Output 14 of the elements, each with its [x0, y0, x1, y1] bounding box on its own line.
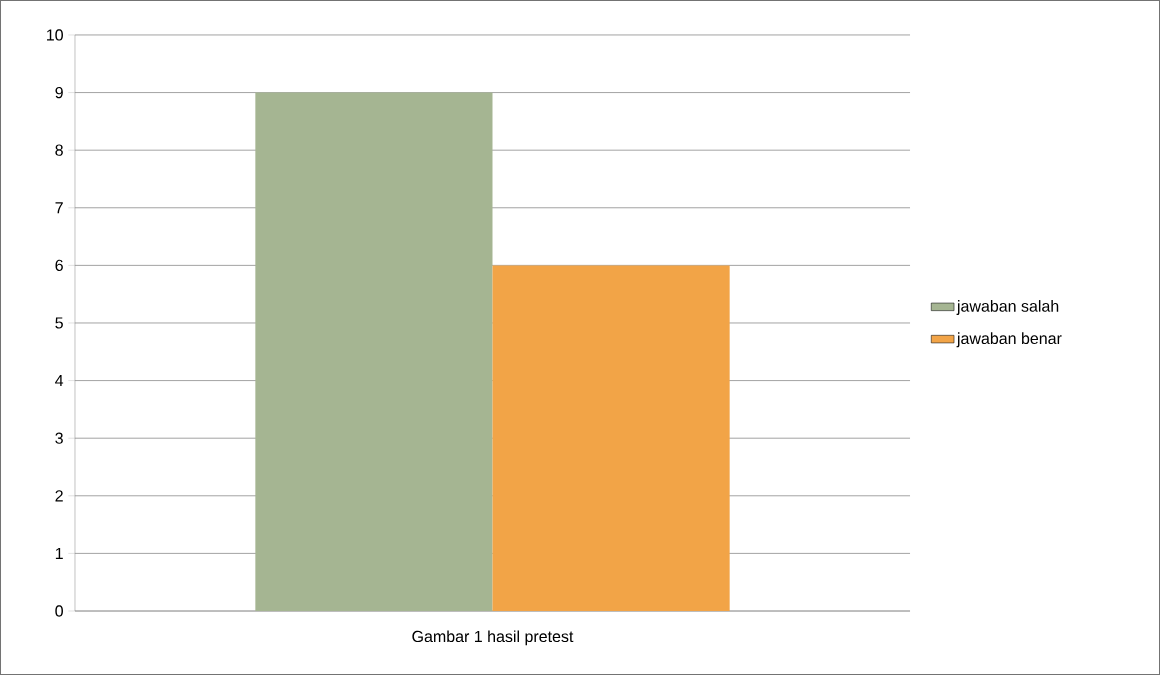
legend-label: jawaban salah [956, 300, 1059, 315]
y-tick-label: 10 [47, 29, 63, 41]
x-tick-label: Gambar 1 hasil pretest [412, 630, 574, 646]
y-tick-label: 9 [55, 86, 63, 99]
y-tick-label: 5 [55, 317, 63, 329]
y-tick-label: 7 [55, 202, 63, 214]
y-tick-label: 6 [55, 259, 63, 272]
y-tick-label: 4 [55, 375, 64, 387]
y-tick-label: 1 [55, 547, 63, 559]
y-tick-label: 8 [55, 144, 63, 156]
legend-label: jawaban benar [956, 332, 1062, 348]
y-tick-label: 3 [55, 432, 63, 444]
y-tick-label: 0 [55, 605, 63, 617]
y-tick-label: 2 [55, 490, 63, 502]
